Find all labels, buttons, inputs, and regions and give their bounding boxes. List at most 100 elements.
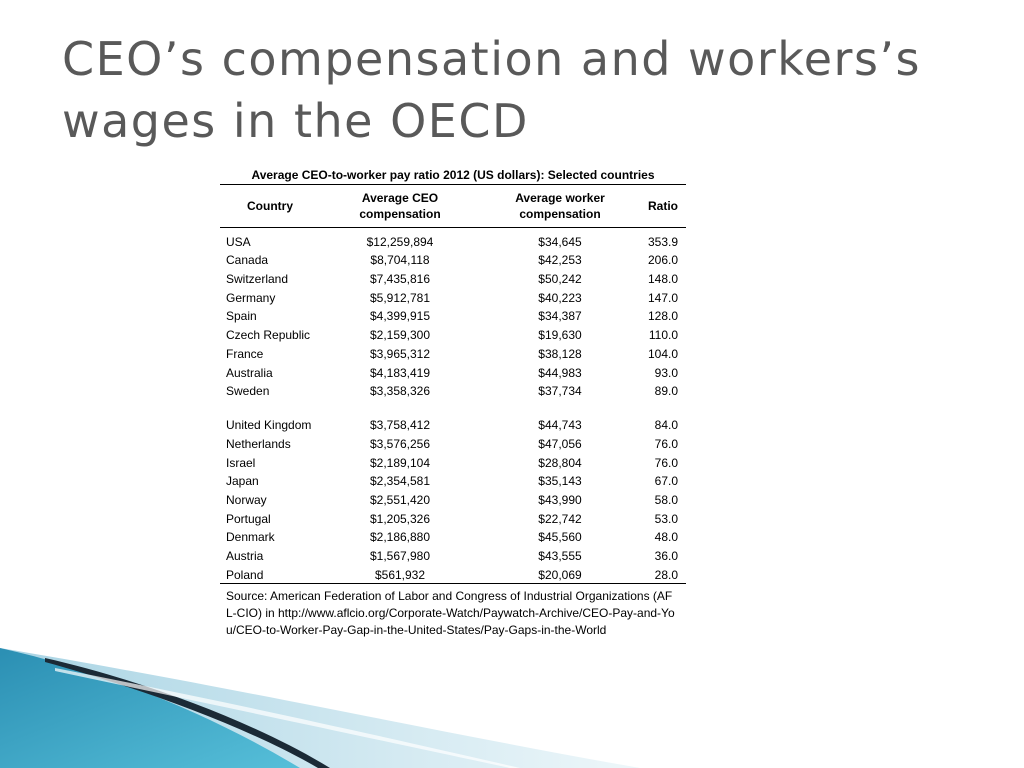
cell-ceo: $3,965,312: [369, 346, 431, 361]
cell-ratio: 104.0: [647, 346, 678, 361]
table-row: Switzerland $7,435,816 $50,242 148.0: [220, 268, 686, 287]
cell-ratio: 58.0: [654, 492, 678, 507]
cell-ratio: 147.0: [647, 290, 678, 305]
cell-country: Netherlands: [226, 436, 291, 451]
table-row: Czech Republic $2,159,300 $19,630 110.0: [220, 324, 686, 343]
swoosh-dark-stroke: [45, 658, 330, 768]
cell-ratio: 110.0: [648, 328, 678, 343]
table-row: United Kingdom $3,758,412 $44,743 84.0: [220, 399, 686, 433]
cell-country: USA: [226, 234, 251, 249]
cell-ratio: 76.0: [654, 455, 678, 470]
cell-worker: $40,223: [538, 290, 582, 305]
cell-country: Japan: [226, 474, 259, 489]
cell-country: Switzerland: [226, 272, 289, 287]
table-row: Austria $1,567,980 $43,555 36.0: [220, 545, 686, 564]
cell-ceo: $2,189,104: [369, 455, 431, 470]
slide-title: CEO’s compensation and workers’s wages i…: [62, 32, 921, 148]
cell-worker: $50,242: [538, 272, 582, 287]
table-row: Canada $8,704,118 $42,253 206.0: [220, 250, 686, 269]
table-row: Australia $4,183,419 $44,983 93.0: [220, 362, 686, 381]
cell-ceo: $2,159,300: [369, 328, 431, 343]
cell-ratio: 128.0: [647, 309, 678, 324]
cell-ceo: $8,704,118: [370, 253, 430, 268]
cell-ceo: $561,932: [374, 567, 426, 582]
cell-worker: $35,143: [538, 474, 582, 489]
cell-country: Israel: [226, 455, 256, 470]
cell-country: France: [226, 346, 264, 361]
table-caption: Average CEO-to-worker pay ratio 2012 (US…: [220, 166, 686, 185]
cell-worker: $43,990: [538, 492, 582, 507]
cell-ratio: 148.0: [647, 272, 678, 287]
pay-ratio-table: Average CEO-to-worker pay ratio 2012 (US…: [220, 166, 686, 584]
header-ratio: Ratio: [648, 199, 678, 213]
cell-ceo: $4,399,915: [369, 309, 431, 324]
cell-ratio: 36.0: [654, 549, 678, 563]
cell-ratio: 76.0: [654, 436, 678, 451]
table-row: Portugal $1,205,326 $22,742 53.0: [220, 508, 686, 527]
table-row: Netherlands $3,576,256 $47,056 76.0: [220, 433, 686, 452]
cell-ceo: $1,205,326: [369, 511, 431, 526]
cell-ratio: 48.0: [654, 530, 678, 545]
table-body: USA $12,259,894 $34,645 353.9 Canada $8,704,…: [220, 228, 686, 584]
cell-country: Canada: [226, 253, 269, 268]
cell-ratio: 89.0: [654, 384, 678, 399]
cell-country: Portugal: [226, 511, 271, 526]
cell-worker: $19,630: [538, 328, 582, 343]
cell-ceo: $2,551,420: [369, 492, 431, 507]
cell-worker: $45,560: [538, 530, 582, 545]
swoosh-teal-band: [0, 648, 300, 768]
table-row: Poland $561,932 $20,069 28.0: [220, 564, 686, 583]
cell-ceo: $3,358,326: [369, 384, 431, 399]
cell-country: Norway: [226, 492, 267, 507]
table-row: Denmark $2,186,880 $45,560 48.0: [220, 527, 686, 546]
cell-ratio: 84.0: [654, 418, 678, 433]
source-note: Source: American Federation of Labor and…: [226, 589, 675, 637]
table-row: Germany $5,912,781 $40,223 147.0: [220, 287, 686, 306]
cell-worker: $34,645: [538, 234, 582, 249]
cell-country: Austria: [226, 549, 264, 563]
cell-worker: $37,734: [538, 384, 582, 399]
cell-country: Germany: [226, 290, 276, 305]
cell-ceo: $7,435,816: [369, 272, 431, 287]
cell-worker: $43,555: [538, 549, 582, 563]
cell-ceo: $3,576,256: [369, 436, 431, 451]
cell-worker: $47,056: [538, 436, 582, 451]
table-row: Spain $4,399,915 $34,387 128.0: [220, 306, 686, 325]
cell-country: Sweden: [226, 384, 270, 399]
cell-ratio: 28.0: [654, 567, 678, 582]
cell-ratio: 353.9: [647, 234, 678, 249]
header-country: Country: [247, 199, 293, 213]
table-row: Japan $2,354,581 $35,143 67.0: [220, 471, 686, 490]
table-row: Israel $2,189,104 $28,804 76.0: [220, 452, 686, 471]
cell-worker: $20,069: [538, 567, 582, 582]
header-worker-compensation: Average worker compensation: [515, 191, 605, 221]
cell-worker: $44,983: [538, 365, 582, 380]
cell-worker: $38,128: [538, 346, 582, 361]
swoosh-white-line: [55, 668, 520, 768]
cell-ceo: $1,567,980: [369, 549, 431, 563]
cell-country: Czech Republic: [226, 328, 311, 343]
table-header: Country Average CEO compensation Average…: [220, 185, 686, 228]
cell-ratio: 93.0: [654, 365, 678, 380]
cell-ratio: 53.0: [654, 511, 678, 526]
cell-ratio: 206.0: [647, 253, 678, 268]
cell-country: Spain: [226, 309, 257, 324]
cell-worker: $42,253: [538, 253, 582, 268]
cell-ceo: $2,354,581: [369, 474, 431, 489]
cell-worker: $28,804: [538, 455, 582, 470]
cell-ceo: $2,186,880: [369, 530, 431, 545]
cell-worker: $34,387: [538, 309, 582, 324]
cell-ceo: $3,758,412: [369, 418, 431, 433]
cell-country: Australia: [226, 365, 273, 380]
cell-ratio: 67.0: [654, 474, 678, 489]
cell-ceo: $5,912,781: [369, 290, 431, 305]
cell-ceo: $12,259,894: [366, 234, 434, 249]
table-row: Norway $2,551,420 $43,990 58.0: [220, 489, 686, 508]
table-row: USA $12,259,894 $34,645 353.9: [220, 231, 686, 250]
table-row: France $3,965,312 $38,128 104.0: [220, 343, 686, 362]
cell-worker: $22,742: [538, 511, 582, 526]
cell-country: United Kingdom: [226, 418, 312, 433]
cell-worker: $44,743: [538, 418, 582, 433]
header-ceo-compensation: Average CEO compensation: [359, 191, 441, 221]
